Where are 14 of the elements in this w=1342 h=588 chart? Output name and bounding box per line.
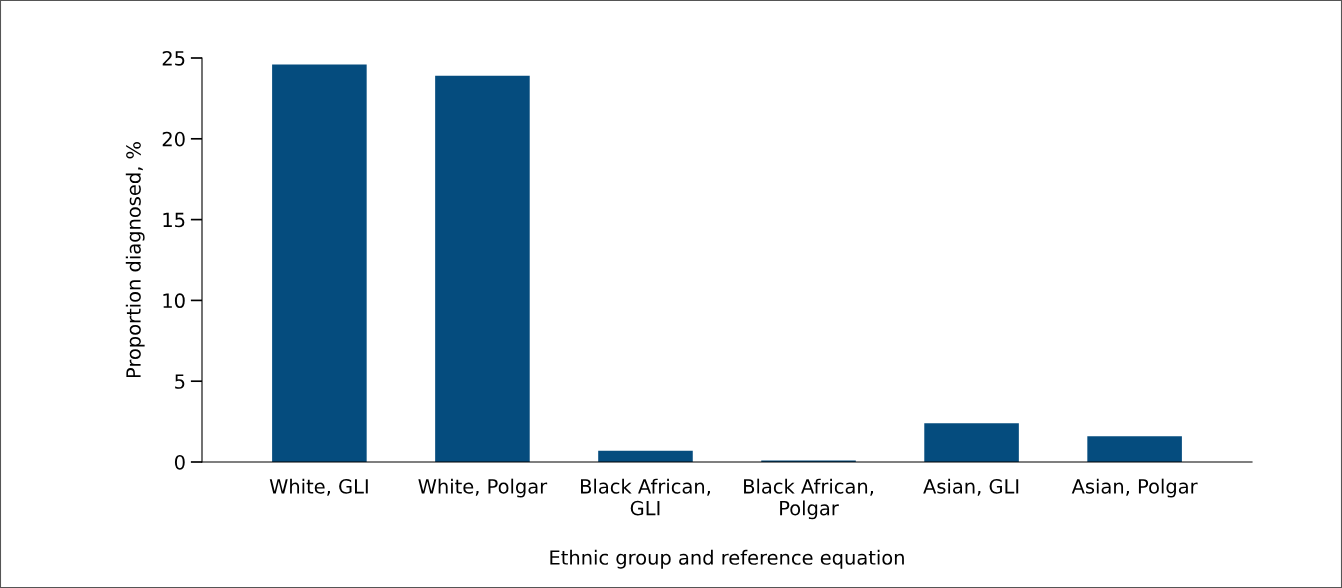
y-tick-label: 10	[163, 293, 185, 309]
y-tick-label: 15	[163, 212, 185, 228]
y-tick-label: 0	[174, 454, 185, 470]
y-tick-label: 25	[162, 50, 185, 66]
y-tick-label: 5	[175, 374, 185, 389]
x-tick-label: White, Polgar	[418, 478, 548, 498]
y-axis-title: Proportion diagnosed, %	[125, 142, 145, 378]
y-tick-label: 20	[162, 131, 185, 147]
x-axis-title: Ethnic group and reference equation	[550, 549, 904, 569]
x-tick-label: Black African, Polgar	[744, 478, 873, 520]
x-tick-label: White, GLI	[269, 478, 368, 496]
x-tick-label: Asian, GLI	[923, 478, 1019, 496]
x-tick-label: Black African, GLI	[581, 478, 710, 516]
x-tick-label: Asian, Polgar	[1071, 478, 1198, 498]
